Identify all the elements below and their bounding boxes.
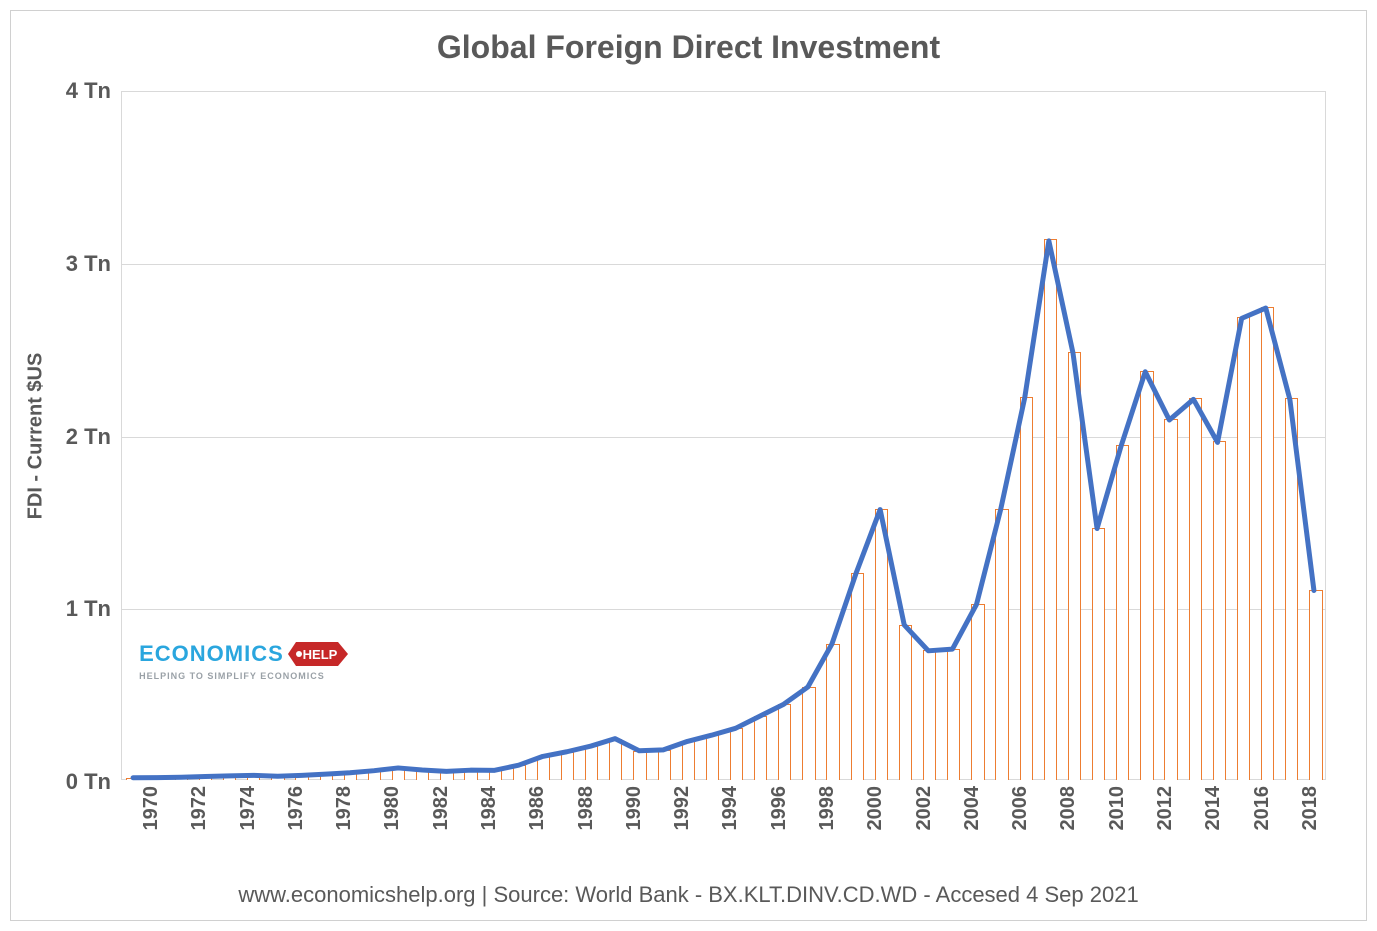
logo-tag-text: HELP [302, 647, 337, 662]
x-tick-label: 2018 [1299, 786, 1322, 831]
x-tick-label: 1992 [671, 786, 694, 831]
x-tick-label: 1974 [237, 786, 260, 831]
y-tick-label: 3 Tn [66, 251, 121, 277]
x-tick-label: 1996 [768, 786, 791, 831]
x-tick-label: 2004 [961, 786, 984, 831]
x-tick-label: 2002 [913, 786, 936, 831]
y-tick-label: 1 Tn [66, 596, 121, 622]
source-caption: www.economicshelp.org | Source: World Ba… [11, 882, 1366, 908]
logo-text: ECONOMICS [139, 641, 284, 667]
fdi-line [133, 241, 1314, 778]
plot-area: FDI - Current $US 0 Tn1 Tn2 Tn3 Tn4 Tn 1… [121, 91, 1326, 780]
x-tick-label: 1970 [140, 786, 163, 831]
chart-title: Global Foreign Direct Investment [11, 29, 1366, 66]
economicshelp-logo: ECONOMICS HELP HELPING TO SIMPLIFY ECONO… [139, 639, 350, 669]
y-tick-label: 0 Tn [66, 769, 121, 795]
logo-tag-icon: HELP [288, 639, 350, 669]
logo-subtitle: HELPING TO SIMPLIFY ECONOMICS [139, 671, 325, 681]
y-tick-label: 2 Tn [66, 424, 121, 450]
x-tick-label: 2008 [1057, 786, 1080, 831]
x-tick-label: 2014 [1202, 786, 1225, 831]
y-tick-label: 4 Tn [66, 78, 121, 104]
x-tick-label: 1984 [478, 786, 501, 831]
x-tick-label: 2016 [1251, 786, 1274, 831]
x-tick-label: 1972 [188, 786, 211, 831]
x-tick-label: 1990 [623, 786, 646, 831]
x-tick-label: 1976 [285, 786, 308, 831]
chart-frame: Global Foreign Direct Investment FDI - C… [0, 0, 1377, 931]
x-tick-label: 2012 [1154, 786, 1177, 831]
x-tick-label: 2006 [1009, 786, 1032, 831]
x-tick-label: 1982 [430, 786, 453, 831]
x-tick-label: 1978 [333, 786, 356, 831]
x-tick-label: 1994 [719, 786, 742, 831]
chart-panel: Global Foreign Direct Investment FDI - C… [10, 10, 1367, 921]
x-tick-label: 1980 [381, 786, 404, 831]
x-tick-label: 2010 [1106, 786, 1129, 831]
y-axis-title: FDI - Current $US [25, 352, 48, 519]
x-tick-label: 1988 [575, 786, 598, 831]
x-tick-label: 1986 [526, 786, 549, 831]
x-tick-label: 1998 [816, 786, 839, 831]
x-tick-label: 2000 [864, 786, 887, 831]
